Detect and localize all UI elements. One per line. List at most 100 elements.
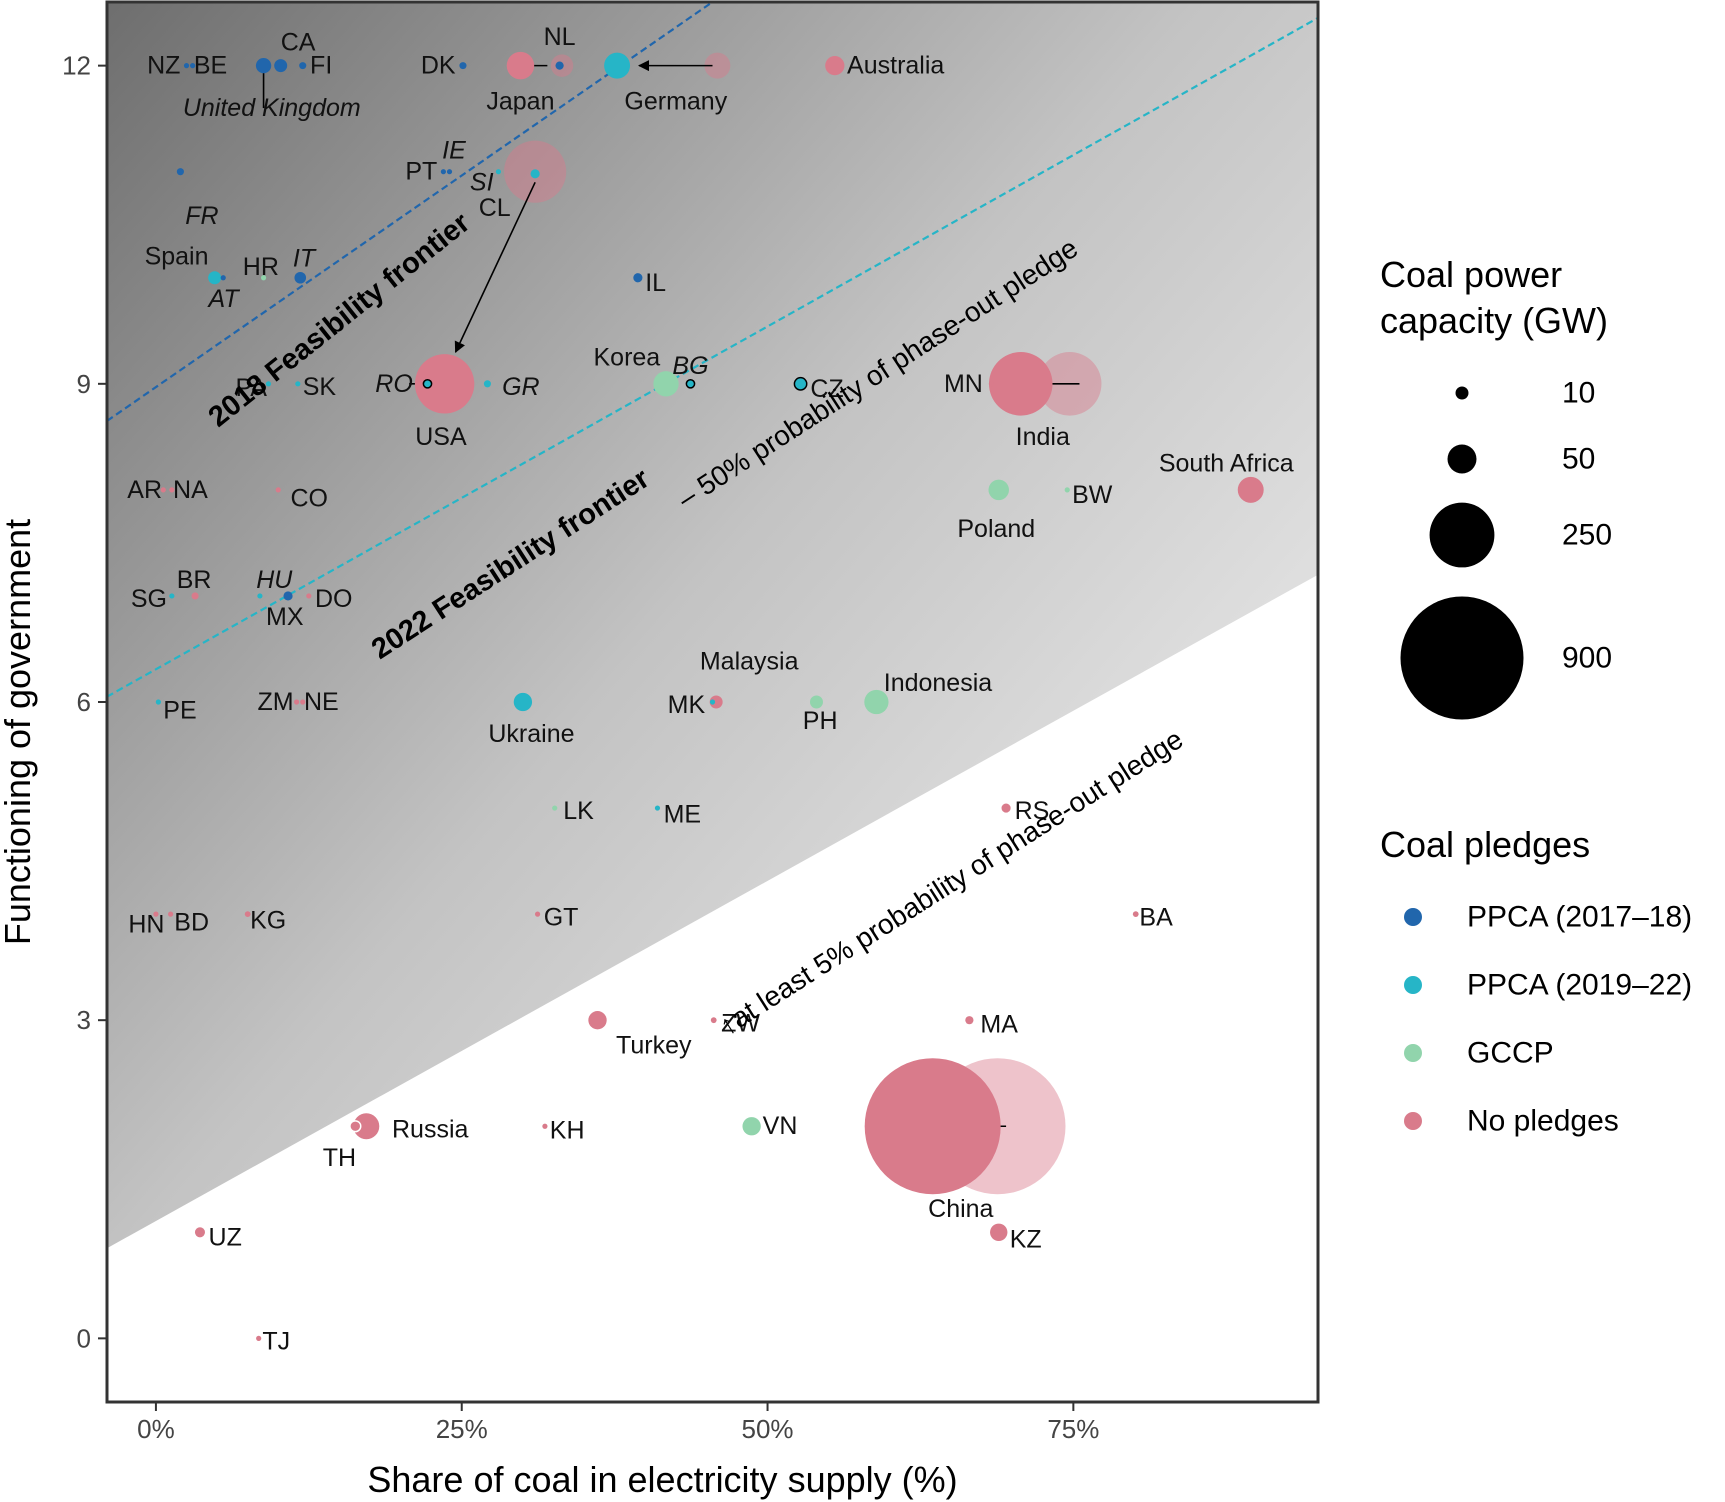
label-bd: BD — [174, 909, 209, 937]
label-cl: CL — [479, 194, 511, 222]
label-australia: Australia — [847, 52, 944, 80]
label-do: DO — [315, 585, 353, 613]
point-zw — [710, 1017, 717, 1024]
label-mk: MK — [668, 691, 706, 719]
label-turkey: Turkey — [616, 1032, 692, 1060]
point-do — [306, 593, 312, 599]
label-ukraine: Ukraine — [488, 720, 574, 748]
point-kg — [244, 911, 251, 918]
point-il — [633, 273, 643, 283]
frontier-group — [107, 2, 1318, 698]
label-india: India — [1016, 423, 1070, 451]
label-kz: KZ — [1010, 1226, 1042, 1254]
plot-background — [107, 2, 1318, 1402]
point-united-kingdom — [255, 57, 272, 74]
size-legend-circle-250 — [1429, 502, 1495, 568]
label-pt: PT — [405, 158, 437, 186]
label-si: SI — [470, 168, 494, 196]
label-mn: MN — [944, 370, 983, 398]
label-spain: Spain — [145, 243, 209, 271]
point-bd — [168, 911, 174, 917]
size-legend-circle-50 — [1447, 444, 1477, 474]
data-points — [153, 51, 1264, 1341]
label-il: IL — [645, 269, 666, 297]
label-bg: BG — [672, 352, 708, 380]
label-hr: HR — [243, 253, 279, 281]
size-legend-circle-10 — [1455, 386, 1469, 400]
movement-line-3 — [454, 181, 536, 354]
label-ro: RO — [375, 370, 413, 398]
frontier-line-1 — [107, 2, 714, 422]
point-nz — [183, 63, 190, 69]
point-tj — [256, 1335, 262, 1341]
y-tick-label: 12 — [62, 51, 91, 81]
label-japan: Japan — [486, 88, 554, 116]
label-fi: FI — [310, 52, 332, 80]
label-tj: TJ — [262, 1328, 290, 1356]
point-china — [864, 1058, 1001, 1195]
point-ba — [1132, 911, 1139, 918]
label-mx: MX — [266, 603, 304, 631]
point-australia — [825, 56, 845, 76]
point-usa — [414, 354, 475, 414]
point-rs — [1001, 803, 1011, 813]
point-mn — [988, 381, 994, 387]
label-gt: GT — [544, 903, 579, 931]
point-hu — [257, 593, 263, 599]
y-tick-label: 6 — [77, 687, 91, 717]
point-at — [220, 275, 226, 281]
point-th — [349, 1120, 362, 1133]
label-lk: LK — [563, 797, 594, 825]
point-sg — [169, 593, 175, 599]
point-ukraine — [513, 692, 533, 712]
label-th: TH — [323, 1144, 356, 1172]
point-mx — [283, 591, 293, 601]
label-hn: HN — [128, 911, 164, 939]
label-nz: NZ — [147, 52, 180, 80]
point-korea — [653, 371, 679, 397]
label-kh: KH — [550, 1116, 585, 1144]
point-si — [495, 169, 502, 175]
label-russia: Russia — [392, 1115, 469, 1143]
label-sg: SG — [131, 585, 167, 613]
color-legend-swatch-3 — [1404, 1044, 1422, 1062]
point-gr — [483, 380, 491, 388]
size-legend-title-line-2: capacity (GW) — [1380, 300, 1608, 341]
x-tick-label: 75% — [1047, 1414, 1099, 1444]
label-fr: FR — [185, 202, 218, 230]
x-axis-title: Share of coal in electricity supply (%) — [367, 1459, 957, 1500]
label-poland: Poland — [957, 515, 1035, 543]
x-tick-label: 0% — [137, 1414, 175, 1444]
point-poland — [988, 479, 1009, 501]
color-legend-swatch-2 — [1404, 976, 1422, 994]
point-gt — [534, 911, 541, 917]
legend: Coal power capacity (GW) 10 50 250 900 Coal pl… — [1380, 254, 1692, 1138]
point-bw — [1064, 487, 1070, 493]
label-rs: RS — [1015, 797, 1050, 825]
point-kz — [990, 1223, 1008, 1242]
point-turkey — [588, 1011, 607, 1030]
point-fi — [299, 62, 307, 70]
point-south-africa — [1237, 476, 1264, 503]
y-tick-label: 9 — [77, 369, 91, 399]
label-germany: Germany — [624, 88, 727, 116]
ghost-point-2 — [704, 52, 731, 79]
point-germany — [604, 52, 631, 79]
point-it — [294, 271, 307, 284]
label-kg: KG — [250, 906, 286, 934]
point-sk — [295, 381, 301, 387]
point-cl — [530, 169, 540, 179]
label-be: BE — [194, 52, 227, 80]
point-na — [169, 487, 175, 493]
label-dk: DK — [421, 52, 456, 80]
point-uz — [194, 1227, 205, 1238]
label-zw: ZW — [721, 1009, 760, 1037]
point-hn — [153, 911, 159, 917]
label-zm: ZM — [257, 688, 293, 716]
label-pa: PA — [235, 374, 267, 402]
point-zm — [294, 699, 300, 705]
point-ne — [300, 699, 306, 705]
point-mk — [709, 699, 716, 705]
label-united-kingdom: United Kingdom — [183, 94, 361, 122]
